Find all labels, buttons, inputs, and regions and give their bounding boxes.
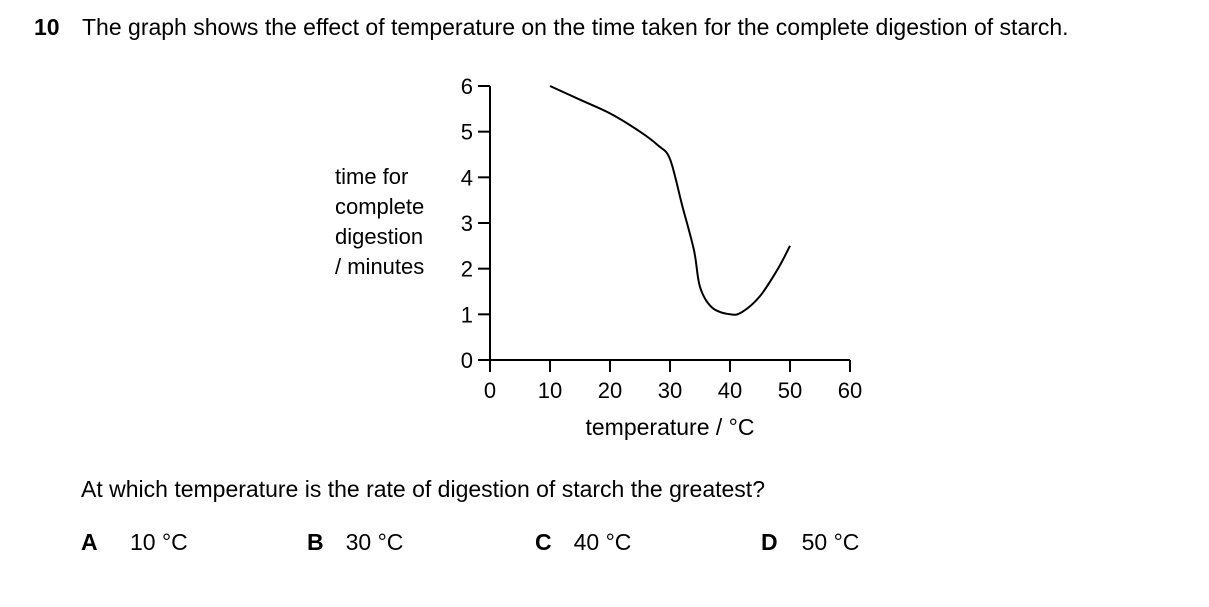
option-c[interactable]: C 40 °C <box>535 529 631 556</box>
series-layer <box>549 85 791 316</box>
y-tick-label: 6 <box>461 74 473 99</box>
y-tick-label: 0 <box>461 348 473 373</box>
option-d-value: 50 °C <box>801 529 860 555</box>
x-axis-label: temperature / °C <box>586 414 755 440</box>
x-tick-label: 30 <box>658 378 682 403</box>
x-tick-label: 50 <box>778 378 802 403</box>
y-tick-label: 5 <box>461 120 473 145</box>
y-axis-label: time for complete digestion / minutes <box>335 164 424 279</box>
option-b-letter: B <box>307 529 324 555</box>
option-d-letter: D <box>761 529 778 555</box>
question-number: 10 <box>34 14 60 40</box>
x-tick-label: 20 <box>598 378 622 403</box>
x-tick-label: 40 <box>718 378 742 403</box>
x-ticks: 0 10 20 30 40 50 60 <box>484 360 862 403</box>
y-tick-label: 3 <box>461 211 473 236</box>
y-tick-label: 1 <box>461 302 473 327</box>
y-axis-label-line: digestion <box>335 224 423 249</box>
option-c-value: 40 °C <box>573 529 632 555</box>
option-a-value: 10 °C <box>130 529 188 555</box>
option-a-letter: A <box>81 529 98 555</box>
y-axis-label-line: complete <box>335 194 424 219</box>
y-axis-label-line: time for <box>335 164 408 189</box>
option-d[interactable]: D 50 °C <box>761 529 859 556</box>
series-line <box>549 85 791 316</box>
question-prompt: At which temperature is the rate of dige… <box>81 476 765 502</box>
y-tick-label: 2 <box>461 257 473 282</box>
option-b[interactable]: B 30 °C <box>307 529 403 556</box>
x-tick-label: 0 <box>484 378 496 403</box>
option-c-letter: C <box>535 529 552 555</box>
x-tick-label: 10 <box>538 378 562 403</box>
y-tick-label: 4 <box>461 165 473 190</box>
option-b-value: 30 °C <box>345 529 404 555</box>
y-axis-label-line: / minutes <box>335 254 424 279</box>
x-tick-label: 60 <box>838 378 862 403</box>
axes <box>489 86 850 361</box>
question-text: The graph shows the effect of temperatur… <box>82 14 1069 40</box>
y-ticks: 0 1 2 3 4 5 6 <box>461 74 490 373</box>
